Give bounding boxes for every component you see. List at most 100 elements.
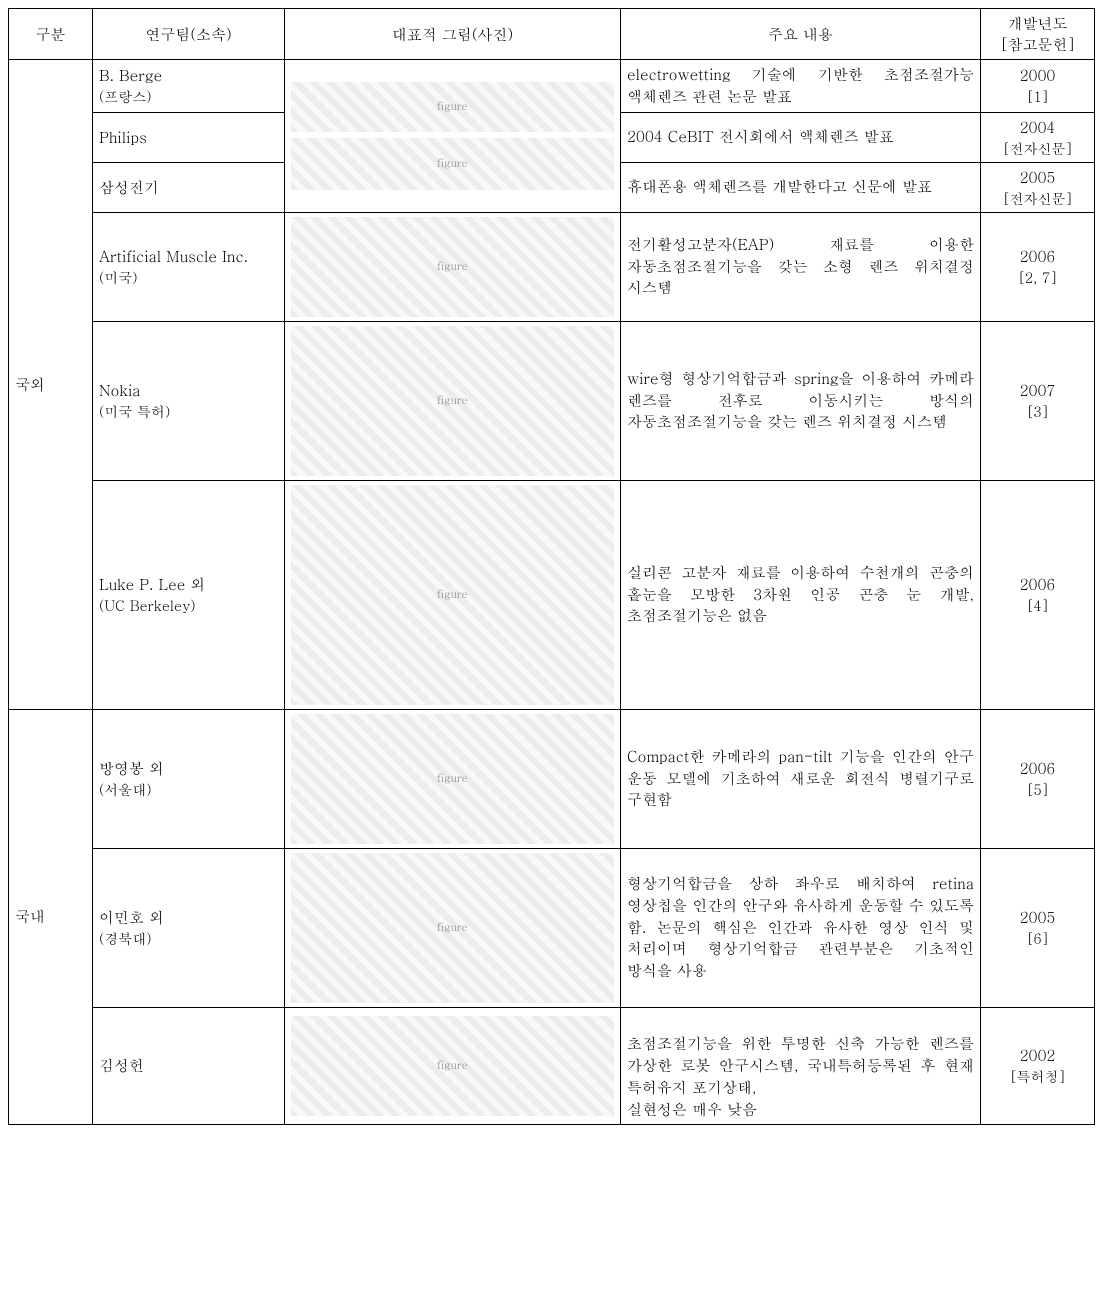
team-sub: (미국) xyxy=(99,267,278,287)
figure-placeholder: figure xyxy=(291,853,614,1003)
team-main: 이민호 외 xyxy=(99,907,164,928)
year-cell: 2006 [5] xyxy=(981,709,1095,848)
figure-cell: figure xyxy=(285,709,621,848)
team-main: Artificial Muscle Inc. xyxy=(99,246,248,267)
content-text: 2004 CeBIT 전시회에서 액체렌즈 발표 xyxy=(627,126,894,147)
content-text: electrowetting 기술에 기반한 초점조절가능 액체렌즈 관련 논문… xyxy=(627,64,974,107)
year-sub: [전자신문] xyxy=(987,138,1088,158)
year-sub: [3] xyxy=(987,401,1088,421)
table-row: 이민호 외 (경북대) figure 형상기억합금을 상하 좌우로 배치하여 r… xyxy=(9,848,1095,1007)
content-text: 휴대폰용 액체렌즈를 개발한다고 신문에 발표 xyxy=(627,176,932,197)
team-cell: Artificial Muscle Inc. (미국) xyxy=(93,212,285,321)
team-cell: 김성헌 xyxy=(93,1007,285,1125)
team-cell: Nokia (미국 특허) xyxy=(93,321,285,480)
figure-cell: figure figure xyxy=(285,60,621,213)
team-main: Philips xyxy=(99,127,147,148)
table-row: 국내 방영봉 외 (서울대) figure Compact한 카메라의 pan-… xyxy=(9,709,1095,848)
figure-cell: figure xyxy=(285,848,621,1007)
figure-cell: figure xyxy=(285,480,621,709)
team-main: B. Berge xyxy=(99,65,162,86)
year-main: 2006 xyxy=(987,574,1088,595)
figure-cell: figure xyxy=(285,212,621,321)
year-main: 2006 xyxy=(987,246,1088,267)
year-cell: 2005 [전자신문] xyxy=(981,162,1095,212)
figure-placeholder: figure xyxy=(291,714,614,844)
content-text: Compact한 카메라의 pan-tilt 기능을 인간의 안구 운동 모델에… xyxy=(627,746,974,811)
year-sub: [전자신문] xyxy=(987,188,1088,208)
year-main: 2002 xyxy=(987,1045,1088,1066)
year-sub: [6] xyxy=(987,928,1088,948)
year-cell: 2005 [6] xyxy=(981,848,1095,1007)
team-cell: 삼성전기 xyxy=(93,162,285,212)
team-cell: Luke P. Lee 외 (UC Berkeley) xyxy=(93,480,285,709)
year-cell: 2002 [특허청] xyxy=(981,1007,1095,1125)
content-text: 전기활성고분자(EAP) 재료를 이용한 자동초점조절기능을 갖는 소형 렌즈 … xyxy=(627,234,974,299)
content-text: 초점조절기능을 위한 투명한 신축 가능한 렌즈를 가상한 로봇 안구시스템, … xyxy=(627,1033,974,1119)
team-sub: (미국 특허) xyxy=(99,401,278,421)
table-row: 국외 B. Berge (프랑스) figure figure electrow… xyxy=(9,60,1095,113)
year-sub: [2, 7] xyxy=(987,267,1088,287)
year-cell: 2007 [3] xyxy=(981,321,1095,480)
category-cell-overseas: 국외 xyxy=(9,60,93,710)
content-text: 형상기억합금을 상하 좌우로 배치하여 retina 영상칩을 인간의 안구와 … xyxy=(627,873,974,981)
year-main: 2005 xyxy=(987,907,1088,928)
year-main: 2007 xyxy=(987,380,1088,401)
year-sub: [1] xyxy=(987,86,1088,106)
year-main: 2006 xyxy=(987,758,1088,779)
table-row: 김성헌 figure 초점조절기능을 위한 투명한 신축 가능한 렌즈를 가상한… xyxy=(9,1007,1095,1125)
team-main: 방영봉 외 xyxy=(99,758,164,779)
category-label: 국외 xyxy=(15,374,45,395)
content-cell: 실리콘 고분자 재료를 이용하여 수천개의 곤충의 홑눈을 모방한 3차원 인공… xyxy=(621,480,981,709)
content-cell: 2004 CeBIT 전시회에서 액체렌즈 발표 xyxy=(621,112,981,162)
team-sub: (경북대) xyxy=(99,928,278,948)
content-cell: electrowetting 기술에 기반한 초점조절가능 액체렌즈 관련 논문… xyxy=(621,60,981,113)
team-cell: 방영봉 외 (서울대) xyxy=(93,709,285,848)
year-cell: 2006 [2, 7] xyxy=(981,212,1095,321)
content-cell: 전기활성고분자(EAP) 재료를 이용한 자동초점조절기능을 갖는 소형 렌즈 … xyxy=(621,212,981,321)
year-cell: 2004 [전자신문] xyxy=(981,112,1095,162)
col-header-content: 주요 내용 xyxy=(621,9,981,60)
table-row: Nokia (미국 특허) figure wire형 형상기억합금과 sprin… xyxy=(9,321,1095,480)
year-main: 2004 xyxy=(987,117,1088,138)
year-sub: [4] xyxy=(987,595,1088,615)
team-cell: 이민호 외 (경북대) xyxy=(93,848,285,1007)
content-cell: 휴대폰용 액체렌즈를 개발한다고 신문에 발표 xyxy=(621,162,981,212)
figure-placeholder: figure xyxy=(291,485,614,705)
year-main: 2005 xyxy=(987,167,1088,188)
figure-placeholder: figure xyxy=(291,82,614,132)
year-main: 2000 xyxy=(987,65,1088,86)
content-cell: Compact한 카메라의 pan-tilt 기능을 인간의 안구 운동 모델에… xyxy=(621,709,981,848)
research-summary-table: 구분 연구팀(소속) 대표적 그림(사진) 주요 내용 개발년도 [참고문헌] … xyxy=(8,8,1095,1125)
team-sub: (서울대) xyxy=(99,779,278,799)
col-header-year: 개발년도 [참고문헌] xyxy=(981,9,1095,60)
figure-cell: figure xyxy=(285,1007,621,1125)
category-cell-domestic: 국내 xyxy=(9,709,93,1125)
team-cell: B. Berge (프랑스) xyxy=(93,60,285,113)
team-main: Nokia xyxy=(99,380,140,401)
table-row: Luke P. Lee 외 (UC Berkeley) figure 실리콘 고… xyxy=(9,480,1095,709)
figure-placeholder: figure xyxy=(291,217,614,317)
figure-placeholder: figure xyxy=(291,1016,614,1116)
team-main: 김성헌 xyxy=(99,1055,144,1076)
content-cell: 초점조절기능을 위한 투명한 신축 가능한 렌즈를 가상한 로봇 안구시스템, … xyxy=(621,1007,981,1125)
figure-cell: figure xyxy=(285,321,621,480)
team-sub: (UC Berkeley) xyxy=(99,595,278,615)
category-label: 국내 xyxy=(15,906,45,927)
content-cell: 형상기억합금을 상하 좌우로 배치하여 retina 영상칩을 인간의 안구와 … xyxy=(621,848,981,1007)
team-sub: (프랑스) xyxy=(99,86,278,106)
content-text: wire형 형상기억합금과 spring을 이용하여 카메라 렌즈를 전후로 이… xyxy=(627,368,974,433)
figure-placeholder: figure xyxy=(291,326,614,476)
content-cell: wire형 형상기억합금과 spring을 이용하여 카메라 렌즈를 전후로 이… xyxy=(621,321,981,480)
team-main: 삼성전기 xyxy=(99,177,159,198)
table-row: Artificial Muscle Inc. (미국) figure 전기활성고… xyxy=(9,212,1095,321)
col-header-figure: 대표적 그림(사진) xyxy=(285,9,621,60)
team-cell: Philips xyxy=(93,112,285,162)
year-cell: 2006 [4] xyxy=(981,480,1095,709)
team-main: Luke P. Lee 외 xyxy=(99,574,205,595)
col-header-category: 구분 xyxy=(9,9,93,60)
content-text: 실리콘 고분자 재료를 이용하여 수천개의 곤충의 홑눈을 모방한 3차원 인공… xyxy=(627,562,974,627)
col-header-team: 연구팀(소속) xyxy=(93,9,285,60)
table-header-row: 구분 연구팀(소속) 대표적 그림(사진) 주요 내용 개발년도 [참고문헌] xyxy=(9,9,1095,60)
figure-placeholder: figure xyxy=(291,138,614,190)
year-sub: [특허청] xyxy=(987,1066,1088,1086)
